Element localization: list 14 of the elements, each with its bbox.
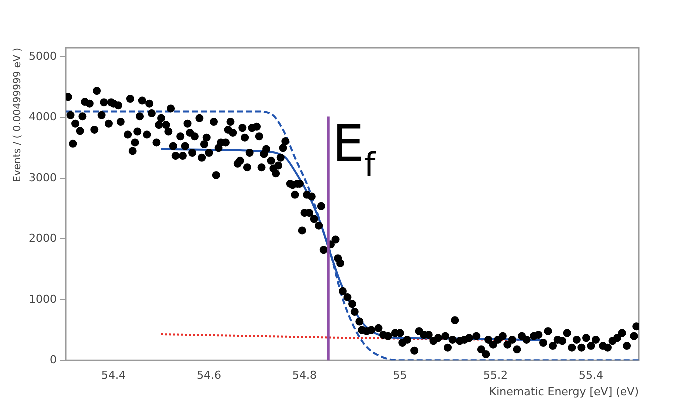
y-axis-title: Events / ( 0.00499999 eV ) [12, 48, 24, 182]
x-axis-title: Kinematic Energy [eV] (eV) [489, 385, 639, 398]
y-tick-label: 1000 [28, 292, 57, 306]
y-tick-label: 0 [50, 353, 57, 366]
x-tick-label: 55.4 [579, 369, 604, 382]
x-tick-label: 54.8 [292, 369, 317, 382]
y-tick-label: 3000 [28, 171, 57, 184]
x-tick-label: 55 [393, 369, 408, 382]
x-tick-label: 54.6 [196, 369, 222, 382]
y-tick-label: 2000 [28, 232, 57, 246]
y-tick-label: 4000 [28, 110, 57, 124]
y-tick-label: 5000 [28, 50, 57, 63]
x-tick-label: 54.4 [101, 369, 126, 382]
x-tick-label: 55.2 [484, 369, 508, 382]
